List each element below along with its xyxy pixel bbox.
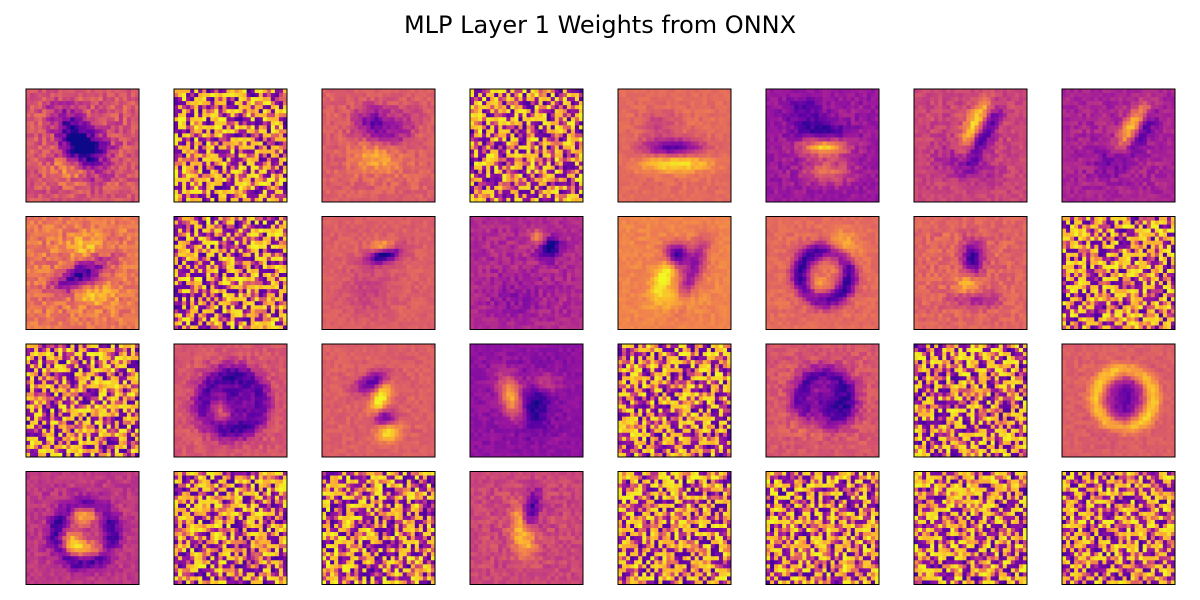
weight-panel-r2-c1 — [26, 217, 139, 330]
weight-panel-r2-c4 — [470, 217, 583, 330]
figure-title: MLP Layer 1 Weights from ONNX — [404, 11, 796, 39]
weight-panel-r2-c6 — [766, 217, 879, 330]
weight-panel-r3-c3 — [322, 344, 435, 457]
weight-panel-r3-c6 — [766, 344, 879, 457]
weight-panel-r3-c7 — [914, 344, 1027, 457]
weight-panel-r4-c2 — [174, 472, 287, 585]
weight-panel-r1-c8 — [1062, 89, 1175, 202]
weight-panel-r2-c2 — [174, 217, 287, 330]
weight-panel-r3-c5 — [618, 344, 731, 457]
weight-panel-r1-c2 — [174, 89, 287, 202]
weight-panel-r4-c3 — [322, 472, 435, 585]
weight-panel-r4-c8 — [1062, 472, 1175, 585]
weight-panel-r4-c6 — [766, 472, 879, 585]
weight-panel-r3-c8 — [1062, 344, 1175, 457]
weight-panel-r3-c2 — [174, 344, 287, 457]
weight-panel-r1-c6 — [766, 89, 879, 202]
weight-panel-r2-c5 — [618, 217, 731, 330]
weight-panel-r2-c7 — [914, 217, 1027, 330]
weight-panel-r1-c5 — [618, 89, 731, 202]
weight-panel-r4-c7 — [914, 472, 1027, 585]
weight-panel-r3-c4 — [470, 344, 583, 457]
weight-panel-r4-c4 — [470, 472, 583, 585]
weight-panel-r1-c3 — [322, 89, 435, 202]
weight-panel-r2-c3 — [322, 217, 435, 330]
weight-panel-r1-c1 — [26, 89, 139, 202]
weight-panel-r4-c5 — [618, 472, 731, 585]
weight-panel-r1-c4 — [470, 89, 583, 202]
weight-panel-r2-c8 — [1062, 217, 1175, 330]
weight-panel-r1-c7 — [914, 89, 1027, 202]
weight-panel-r4-c1 — [26, 472, 139, 585]
weight-panel-r3-c1 — [26, 344, 139, 457]
